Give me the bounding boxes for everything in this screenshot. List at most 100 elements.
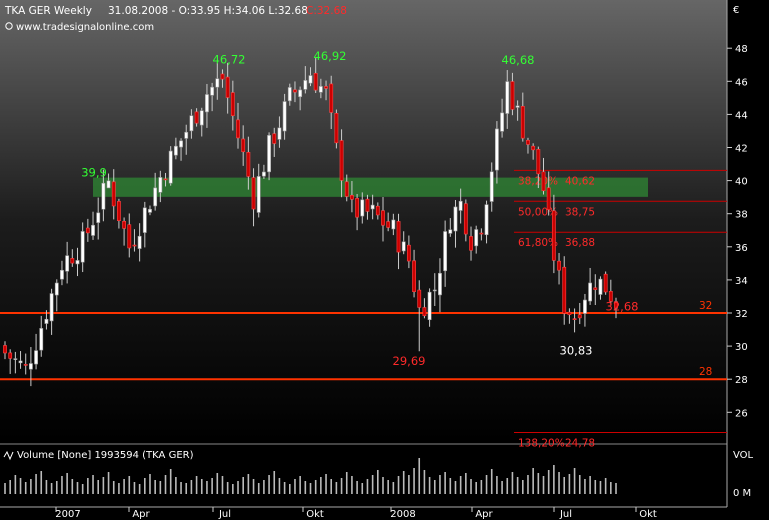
- candle[interactable]: [324, 80, 328, 101]
- candle[interactable]: [23, 353, 28, 375]
- candle[interactable]: [277, 116, 282, 148]
- candle[interactable]: [577, 302, 582, 325]
- candle[interactable]: [256, 163, 261, 218]
- candle[interactable]: [355, 193, 360, 231]
- candle[interactable]: [510, 72, 515, 116]
- candle[interactable]: [70, 249, 75, 267]
- candle[interactable]: [3, 341, 7, 360]
- candle[interactable]: [75, 247, 80, 277]
- candle[interactable]: [106, 173, 111, 189]
- candle[interactable]: [489, 162, 494, 212]
- candle[interactable]: [479, 228, 484, 241]
- candle[interactable]: [396, 213, 401, 270]
- candle[interactable]: [287, 83, 292, 106]
- candle[interactable]: [500, 98, 504, 138]
- candle[interactable]: [551, 194, 556, 274]
- candle[interactable]: [313, 58, 318, 93]
- candle[interactable]: [13, 351, 18, 374]
- candle[interactable]: [593, 274, 598, 306]
- candle[interactable]: [422, 298, 427, 319]
- candle[interactable]: [210, 82, 215, 112]
- candle[interactable]: [344, 174, 349, 202]
- candle[interactable]: [350, 181, 354, 213]
- candle[interactable]: [443, 220, 448, 287]
- candle[interactable]: [272, 127, 277, 157]
- candle[interactable]: [520, 92, 525, 142]
- candle[interactable]: [381, 197, 385, 242]
- candle[interactable]: [365, 194, 370, 220]
- candle[interactable]: [34, 333, 38, 370]
- candle[interactable]: [458, 188, 463, 224]
- candle[interactable]: [267, 132, 271, 181]
- candle[interactable]: [80, 222, 85, 273]
- candle[interactable]: [39, 315, 44, 357]
- candle[interactable]: [293, 81, 297, 103]
- candle[interactable]: [427, 288, 432, 327]
- candle[interactable]: [91, 211, 95, 240]
- candle[interactable]: [163, 172, 168, 187]
- source-label[interactable]: www.tradesignalonline.com: [16, 22, 154, 33]
- candle[interactable]: [572, 308, 577, 333]
- candle[interactable]: [230, 80, 235, 131]
- candles-layer[interactable]: [3, 58, 618, 387]
- candle[interactable]: [199, 107, 204, 137]
- candle[interactable]: [153, 172, 158, 211]
- candle[interactable]: [132, 229, 137, 252]
- candle[interactable]: [370, 194, 375, 220]
- candle[interactable]: [173, 137, 178, 160]
- candle[interactable]: [474, 225, 479, 254]
- candle[interactable]: [469, 226, 473, 261]
- candle[interactable]: [401, 231, 406, 255]
- candle[interactable]: [484, 200, 489, 244]
- candle[interactable]: [8, 349, 13, 374]
- candle[interactable]: [148, 205, 152, 216]
- candle[interactable]: [225, 62, 230, 114]
- candle[interactable]: [65, 241, 70, 284]
- candle[interactable]: [18, 351, 23, 369]
- candle[interactable]: [598, 276, 603, 300]
- candle[interactable]: [495, 121, 499, 184]
- candle[interactable]: [432, 273, 437, 306]
- candle[interactable]: [189, 109, 194, 139]
- candle[interactable]: [60, 260, 64, 286]
- candle[interactable]: [438, 258, 442, 313]
- candle[interactable]: [375, 202, 380, 220]
- candle[interactable]: [168, 146, 173, 186]
- candle[interactable]: [391, 213, 396, 236]
- candle[interactable]: [505, 70, 510, 129]
- candle[interactable]: [85, 218, 90, 242]
- candle[interactable]: [406, 235, 411, 269]
- candle[interactable]: [49, 288, 54, 335]
- candle[interactable]: [308, 67, 313, 87]
- candle[interactable]: [101, 169, 106, 222]
- candle[interactable]: [557, 252, 561, 285]
- candle[interactable]: [117, 198, 121, 229]
- candle[interactable]: [412, 249, 416, 298]
- candle[interactable]: [246, 136, 251, 190]
- candle[interactable]: [236, 102, 240, 149]
- candle[interactable]: [251, 168, 256, 227]
- candle[interactable]: [329, 75, 334, 130]
- candle[interactable]: [96, 197, 101, 240]
- candle[interactable]: [603, 271, 608, 295]
- candle[interactable]: [334, 109, 339, 149]
- candle[interactable]: [608, 279, 613, 306]
- candle[interactable]: [184, 124, 189, 155]
- candle[interactable]: [360, 192, 365, 224]
- candle[interactable]: [205, 83, 209, 128]
- candle[interactable]: [515, 100, 520, 121]
- candle[interactable]: [122, 217, 126, 246]
- candle[interactable]: [215, 62, 220, 100]
- candle[interactable]: [531, 143, 536, 160]
- candle[interactable]: [194, 108, 199, 127]
- candle[interactable]: [142, 201, 147, 248]
- candle[interactable]: [453, 200, 458, 248]
- candle[interactable]: [261, 164, 266, 179]
- candle[interactable]: [220, 69, 225, 88]
- candle[interactable]: [303, 66, 308, 94]
- candle[interactable]: [526, 137, 530, 154]
- candle[interactable]: [448, 218, 453, 237]
- candle[interactable]: [241, 125, 246, 166]
- candle[interactable]: [111, 169, 116, 220]
